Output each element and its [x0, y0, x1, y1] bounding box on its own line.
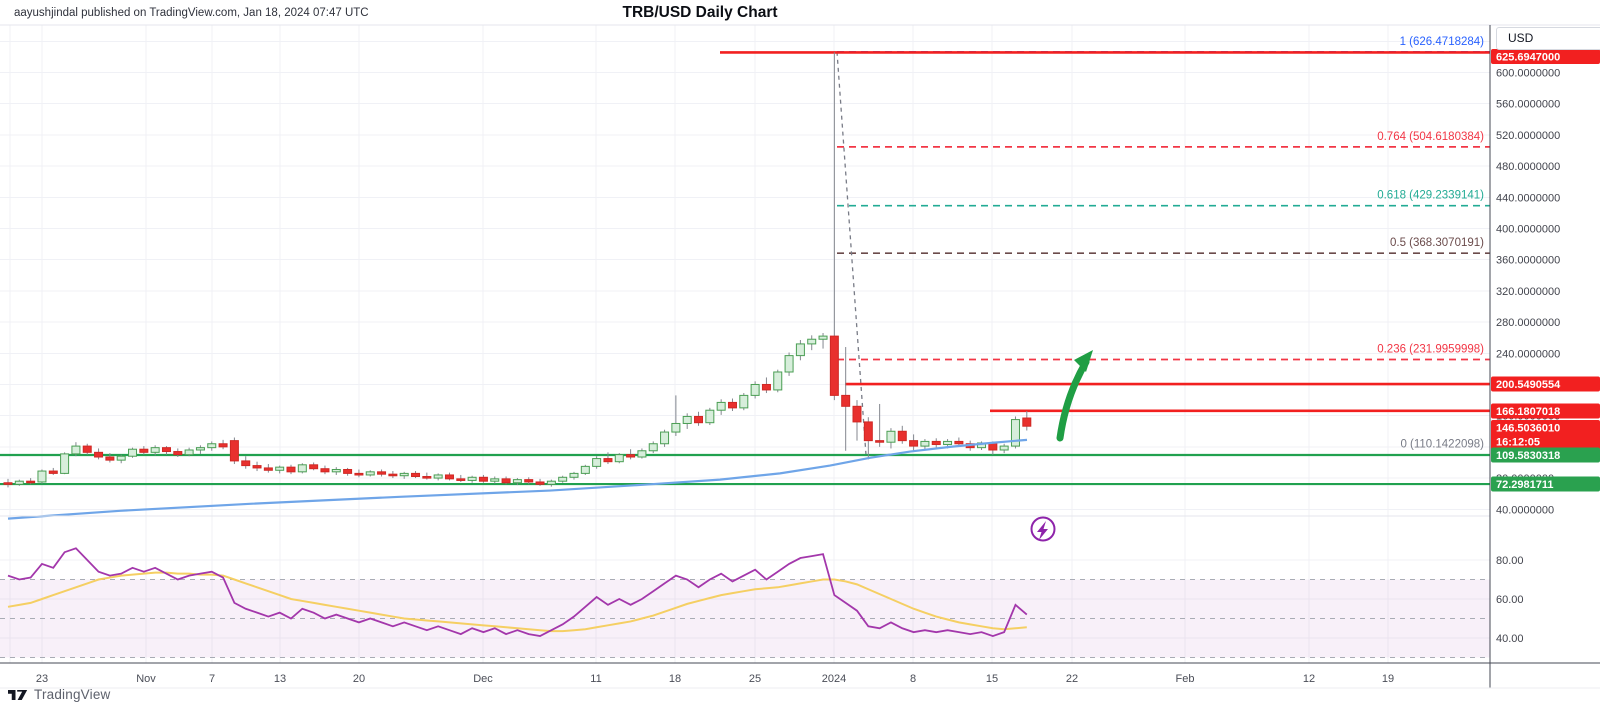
- tradingview-logo-text: TradingView: [34, 687, 111, 702]
- svg-text:280.0000000: 280.0000000: [1496, 317, 1560, 329]
- up-arrow-head: [1074, 350, 1093, 372]
- price-badge: 146.5036010 16:12:05: [1491, 420, 1600, 450]
- svg-text:560.0000000: 560.0000000: [1496, 99, 1560, 111]
- svg-text:12: 12: [1303, 673, 1315, 685]
- svg-text:146.5036010: 146.5036010: [1496, 423, 1560, 435]
- svg-text:1 (626.4718284): 1 (626.4718284): [1400, 36, 1485, 48]
- up-arrow: [1056, 358, 1090, 442]
- time-scale[interactable]: 23 Nov 7 13 20 Dec 11 18 25 2024 8 15 22 Feb 12 19: [36, 673, 1394, 685]
- svg-text:Feb: Feb: [1176, 673, 1195, 685]
- svg-text:25: 25: [749, 673, 761, 685]
- fib-connector: [836, 51, 867, 456]
- svg-text:600.0000000: 600.0000000: [1496, 67, 1560, 79]
- sr-lines: [0, 51, 1490, 486]
- svg-text:440.0000000: 440.0000000: [1496, 192, 1560, 204]
- ma-line-blue: [7, 438, 1028, 520]
- svg-text:Nov: Nov: [136, 673, 156, 685]
- price-badge: 625.6947000: [1491, 49, 1600, 64]
- svg-text:0.236 (231.9959998): 0.236 (231.9959998): [1377, 344, 1484, 356]
- rsi-dashed-levels: [0, 579, 1490, 658]
- fib-levels: [837, 50, 1490, 361]
- svg-text:7: 7: [209, 673, 215, 685]
- svg-text:15: 15: [986, 673, 998, 685]
- price-scale[interactable]: 600.0000000 560.0000000 520.0000000 480.000…: [1496, 67, 1560, 645]
- svg-text:520.0000000: 520.0000000: [1496, 130, 1560, 142]
- svg-text:11: 11: [590, 673, 601, 685]
- svg-text:8: 8: [910, 673, 916, 685]
- price-badge: 72.2981711: [1491, 476, 1600, 492]
- svg-text:166.1807018: 166.1807018: [1496, 406, 1560, 418]
- svg-text:0.764 (504.6180384): 0.764 (504.6180384): [1377, 131, 1484, 143]
- svg-text:72.2981711: 72.2981711: [1496, 479, 1554, 491]
- svg-text:13: 13: [274, 673, 286, 685]
- svg-text:23: 23: [36, 673, 48, 685]
- page-title: TRB/USD Daily Chart: [622, 4, 778, 21]
- svg-text:20: 20: [353, 673, 365, 685]
- svg-text:320.0000000: 320.0000000: [1496, 286, 1560, 298]
- fib-labels: 1 (626.4718284) 0.764 (504.6180384) 0.618 …: [1377, 36, 1484, 451]
- svg-text:0.618 (429.2339141): 0.618 (429.2339141): [1377, 190, 1484, 202]
- lightning-icon: [1030, 516, 1056, 542]
- chart-byline: aayushjindal published on TradingView.co…: [14, 7, 369, 19]
- svg-text:2024: 2024: [822, 673, 846, 685]
- svg-text:16:12:05: 16:12:05: [1496, 437, 1540, 449]
- svg-text:0.5 (368.3070191): 0.5 (368.3070191): [1390, 237, 1484, 249]
- svg-text:240.0000000: 240.0000000: [1496, 348, 1560, 360]
- currency-selector[interactable]: USD: [1496, 27, 1600, 50]
- svg-text:22: 22: [1066, 673, 1078, 685]
- svg-text:109.5830318: 109.5830318: [1496, 450, 1560, 462]
- svg-text:480.0000000: 480.0000000: [1496, 161, 1560, 173]
- svg-text:0 (110.1422098): 0 (110.1422098): [1400, 439, 1484, 451]
- svg-text:60.00: 60.00: [1496, 594, 1524, 606]
- svg-text:200.5490554: 200.5490554: [1496, 379, 1561, 391]
- price-badge: 166.1807018: [1491, 403, 1600, 419]
- price-badge: 200.5490554: [1491, 376, 1600, 392]
- grid-horizontal: [0, 40, 1490, 639]
- rsi-line: [7, 547, 1028, 638]
- tradingview-logo[interactable]: TradingView: [8, 687, 111, 702]
- svg-text:Dec: Dec: [473, 673, 493, 685]
- grid-vertical: [9, 25, 1389, 663]
- tradingview-logo-icon: [8, 689, 28, 700]
- svg-text:19: 19: [1382, 673, 1394, 685]
- svg-text:360.0000000: 360.0000000: [1496, 255, 1560, 267]
- candles: [3, 52, 1032, 488]
- svg-text:80.00: 80.00: [1496, 555, 1524, 567]
- svg-text:18: 18: [669, 673, 681, 685]
- svg-text:40.0000000: 40.0000000: [1496, 504, 1554, 516]
- svg-text:400.0000000: 400.0000000: [1496, 223, 1560, 235]
- price-badge: 109.5830318: [1491, 447, 1600, 463]
- svg-text:625.6947000: 625.6947000: [1496, 52, 1560, 64]
- rsi-signal-line: [7, 571, 1027, 633]
- svg-text:40.00: 40.00: [1496, 633, 1524, 645]
